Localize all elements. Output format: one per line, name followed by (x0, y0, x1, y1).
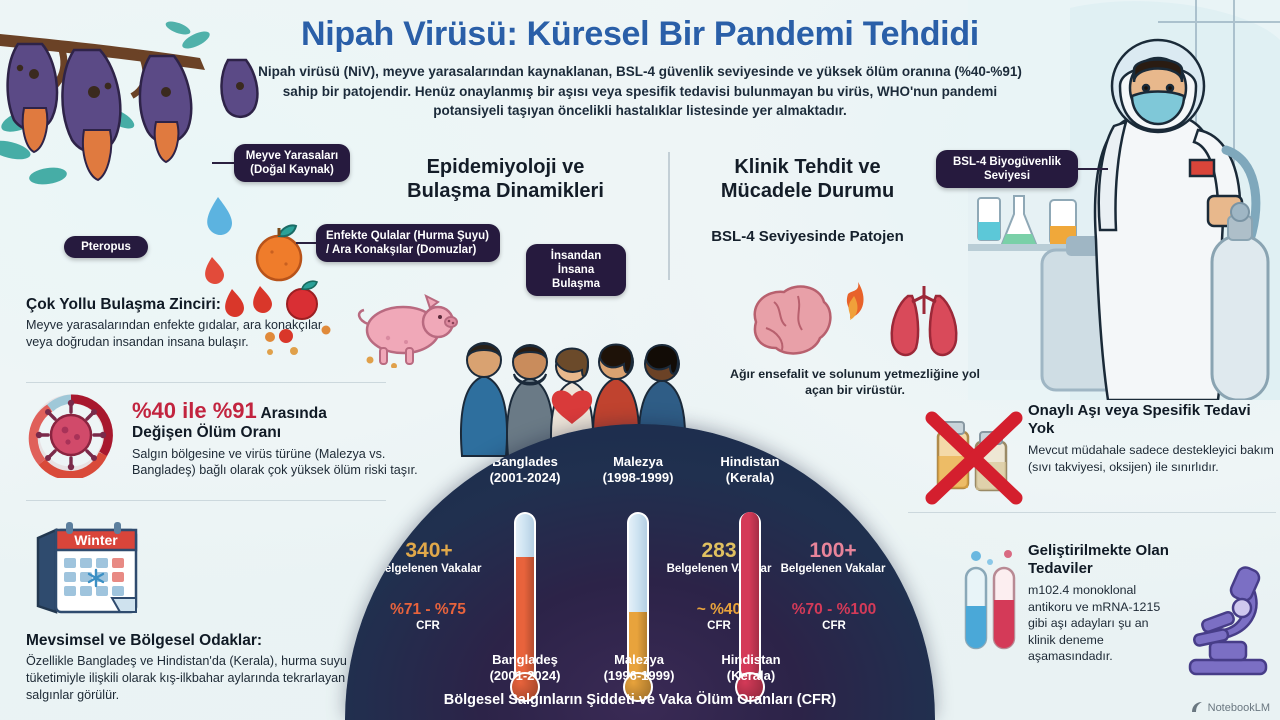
thermo-bottom-label-2: Hindistan (Kerala) (721, 652, 781, 684)
badge-pteropus: Pteropus (64, 236, 148, 259)
developing-treatments-title: Geliştirilmekte Olan Tedaviler (1028, 542, 1169, 577)
contaminated-food-illustration (253, 280, 331, 355)
block-no-vaccine: Onaylı Aşı veya Spesifik Tedavi Yok Mevc… (1028, 402, 1274, 475)
badge-intermediate-hosts: Enfekte Qulalar (Hurma Şuyu) / Ara Konak… (316, 224, 500, 263)
thermometer-bangladesh (510, 512, 540, 702)
section-heading-clinical: Klinik Tehdit ve Mücadele Durumu (720, 156, 895, 202)
mortality-range-value: %40 ile %91 (132, 398, 257, 423)
cfr-stat-india: %70 - %100 CFR (791, 601, 877, 632)
thermo-top-label-0: Banglades (2001-2024) (489, 454, 561, 486)
thermo-top-label-2: Hindistan (Kerala) (720, 454, 780, 486)
clinical-caption: Ağır ensefalit ve solunum yetmezliğine y… (730, 367, 980, 398)
thermo-stem-2 (739, 512, 761, 678)
divider-left-2 (26, 500, 386, 501)
thermo-bulb-0 (510, 672, 540, 702)
cases-stat-bangladesh: 340+ Belgelenen Vakalar (376, 539, 482, 575)
column-divider (668, 152, 670, 280)
header: Nipah Virüsü: Küresel Bir Pandemi Tehdid… (230, 15, 1050, 120)
leader-line-bsl4 (1074, 168, 1108, 170)
test-tubes-illustration (964, 550, 1016, 650)
thermo-bottom-label-0: Bangladeş (2001-2024) (489, 652, 561, 684)
badge-bsl4-biosafety: BSL-4 Biyogüvenlik Seviyesi (936, 150, 1078, 189)
intro-paragraph: Nipah virüsü (NiV), meyve yarasalarından… (258, 64, 1022, 118)
svg-text:Winter: Winter (74, 532, 118, 548)
bsl4-scientist-illustration (968, 0, 1280, 400)
thermo-top-label-1: Malezya (1998-1999) (602, 454, 674, 486)
thermo-bulb-1 (623, 672, 653, 702)
fruit-bats-illustration (0, 21, 259, 185)
mortality-headline: %40 ile %91 Arasında (132, 398, 432, 424)
no-vaccine-illustration (925, 411, 1023, 505)
badge-fruit-bats: Meyve Yarasaları (Doğal Kaynak) (234, 144, 350, 183)
seasonal-body: Özellikle Bangladeş ve Hindistan'da (Ker… (26, 654, 347, 702)
infected-fruit-illustration (255, 224, 303, 282)
watermark: NotebookLM (1191, 701, 1270, 714)
developing-treatments-body: m102.4 monoklonal antikoru ve mRNA-1215 … (1028, 583, 1161, 664)
thermo-stem-1 (627, 512, 649, 678)
microscope-illustration (1188, 566, 1268, 676)
mortality-headline-rest: Arasında (256, 405, 327, 422)
mortality-virus-icon (28, 394, 113, 478)
divider-right-1 (908, 512, 1276, 513)
page-title: Nipah Virüsü: Küresel Bir Pandemi Tehdid… (301, 15, 979, 53)
no-vaccine-title: Onaylı Aşı veya Spesifik Tedavi Yok (1028, 402, 1251, 437)
seasonal-title: Mevsimsel ve Bölgesel Odaklar: (26, 632, 263, 649)
thermo-bottom-label-1: Malezya (1996-1999) (603, 652, 675, 684)
leader-line-intermediate (296, 242, 320, 244)
cases-stat-india: 100+ Belgelenen Vakalar (780, 539, 886, 575)
notebooklm-logo-icon (1191, 702, 1202, 712)
transmission-droplets-illustration (205, 197, 298, 355)
encephalitis-lungs-illustration (753, 282, 958, 357)
section-heading-epidemiology: Epidemiyoloji ve Bulaşma Dinamikleri (407, 156, 604, 202)
no-vaccine-body: Mevcut müdahale sadece destekleyici bakı… (1028, 443, 1274, 474)
block-transmission-chain: Çok Yollu Bulaşma Zinciri: Meyve yarasal… (26, 296, 326, 351)
cfr-stat-malaysia: ~ %40 CFR (696, 601, 742, 632)
block-mortality-rate: %40 ile %91 Arasında Değişen Ölüm Oranı … (132, 398, 432, 479)
transmission-chain-title: Çok Yollu Bulaşma Zinciri: (26, 296, 221, 313)
thermo-stem-0 (514, 512, 536, 678)
mortality-body: Salgın bölgesine ve virüs türüne (Malezy… (132, 446, 418, 478)
block-developing-treatments: Geliştirilmekte Olan Tedaviler m102.4 mo… (1028, 542, 1178, 665)
transmission-chain-body: Meyve yarasalarından enfekte gıdalar, ar… (26, 318, 323, 349)
chart-caption: Bölgesel Salgınların Şiddeti ve Vaka Ölü… (443, 692, 837, 708)
leader-line-bats (212, 162, 236, 164)
watermark-label: NotebookLM (1207, 701, 1270, 714)
human-transmission-illustration (460, 342, 686, 457)
thermo-bulb-2 (735, 672, 765, 702)
winter-calendar-icon: Winter (36, 522, 138, 614)
block-seasonal-focus: Mevsimsel ve Bölgesel Odaklar: Özellikle… (26, 632, 356, 703)
clinical-subtitle-bsl4: BSL-4 Seviyesinde Patojen (711, 228, 904, 245)
mortality-subtitle: Değişen Ölüm Oranı (132, 424, 282, 442)
cfr-chart-panel: Banglades (2001-2024) 340+ Belgelenen Vak… (345, 424, 935, 720)
thermo-fill-2 (741, 512, 759, 678)
cfr-stat-bangladesh: %71 - %75 CFR (390, 601, 466, 632)
divider-left-1 (26, 382, 386, 383)
thermometer-india (735, 512, 765, 702)
badge-human-to-human: İnsandan İnsana Bulaşma (526, 244, 626, 297)
thermo-fill-1 (629, 612, 647, 678)
pig-illustration (357, 294, 458, 368)
thermometer-malaysia (623, 512, 653, 702)
thermo-fill-0 (516, 557, 534, 678)
